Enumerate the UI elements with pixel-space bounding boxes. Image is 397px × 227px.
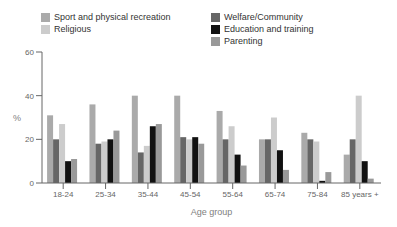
svg-text:20: 20 (25, 135, 34, 144)
svg-text:85 years +: 85 years + (341, 190, 379, 199)
svg-text:35-44: 35-44 (138, 190, 159, 199)
svg-text:18-24: 18-24 (53, 190, 74, 199)
svg-text:25-34: 25-34 (95, 190, 116, 199)
svg-text:40: 40 (25, 92, 34, 101)
svg-text:Age group: Age group (191, 207, 233, 217)
html-text:Religious: Religious (54, 24, 91, 34)
svg-text:45-54: 45-54 (180, 190, 201, 199)
html-text:Parenting: Parenting (224, 36, 263, 46)
html-text:Sport and physical recreation: Sport and physical recreation (54, 12, 171, 22)
svg-text:55-64: 55-64 (222, 190, 243, 199)
svg-text:%: % (13, 113, 21, 123)
html-text:Education and training: Education and training (224, 24, 314, 34)
svg-text:60: 60 (25, 48, 34, 57)
svg-text:75-84: 75-84 (307, 190, 328, 199)
svg-text:65-74: 65-74 (265, 190, 286, 199)
svg-text:0: 0 (30, 179, 35, 188)
html-text:Welfare/Community: Welfare/Community (224, 12, 303, 22)
